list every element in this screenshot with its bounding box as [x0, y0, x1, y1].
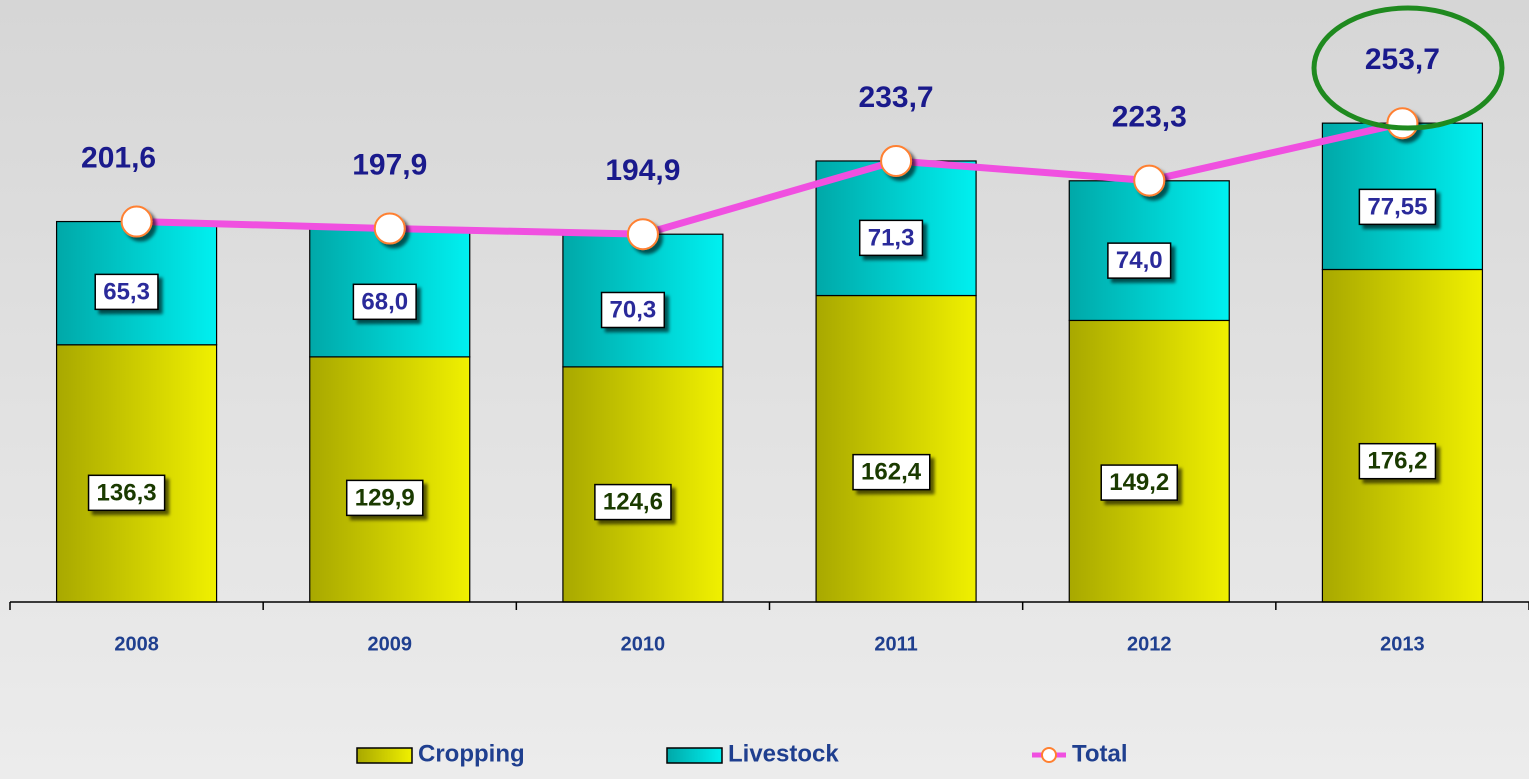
- bar-shade: [816, 295, 977, 602]
- data-label: 124,6: [603, 489, 663, 516]
- bar-shade: [1322, 269, 1483, 602]
- data-label: 197,9: [352, 148, 427, 181]
- legend-swatch-shade: [667, 748, 722, 763]
- bar-shade: [56, 344, 217, 602]
- data-label: 68,0: [361, 288, 408, 315]
- data-label: 162,4: [861, 459, 922, 486]
- data-label: 176,2: [1367, 448, 1427, 475]
- x-tick-label: 2009: [368, 633, 413, 655]
- data-label-box: [94, 273, 159, 311]
- data-label-box: [1107, 242, 1172, 279]
- data-label: 233,7: [859, 81, 934, 114]
- line: [136, 119, 1404, 238]
- bar-shade: [1069, 320, 1230, 602]
- data-label-box: [594, 483, 672, 521]
- data-label-box: [352, 283, 417, 321]
- legend: Cropping Livestock Total: [356, 740, 1128, 767]
- data-label: 74,0: [1116, 247, 1163, 274]
- legend-marker: [1041, 747, 1057, 763]
- x-tick-label: 2010: [621, 633, 666, 655]
- legend-label: Total: [1072, 740, 1128, 767]
- data-label-box: [1358, 442, 1437, 480]
- data-label: 253,7: [1365, 43, 1440, 76]
- line-marker: [120, 205, 153, 238]
- data-label-box: [858, 219, 924, 257]
- line-marker: [1133, 164, 1166, 197]
- data-label-box: [600, 291, 666, 329]
- x-tick-label: 2011: [874, 633, 917, 655]
- line-marker: [1386, 107, 1419, 140]
- legend-label: Cropping: [418, 740, 525, 767]
- legend-swatch-shade: [357, 748, 412, 763]
- data-label: 223,3: [1112, 101, 1187, 134]
- data-label: 129,9: [355, 484, 415, 511]
- data-label: 201,6: [81, 141, 156, 174]
- data-label-box: [1100, 464, 1179, 501]
- bar-shade: [309, 356, 470, 602]
- data-label: 194,9: [605, 154, 680, 187]
- line-marker: [373, 212, 406, 245]
- data-label: 149,2: [1109, 469, 1169, 496]
- data-label: 71,3: [868, 224, 915, 251]
- highlight-ellipse: [1311, 5, 1505, 131]
- plot-area: 2008 2009 2010 2011 2012 2013 136,3 65,3 129,9 68…: [9, 43, 1529, 655]
- line-marker: [880, 144, 913, 177]
- x-tick-label: 2013: [1380, 633, 1425, 655]
- x-tick-label: 2012: [1127, 633, 1172, 655]
- data-label: 136,3: [97, 479, 157, 506]
- data-label: 65,3: [103, 278, 150, 305]
- data-label: 70,3: [610, 296, 657, 323]
- data-label-box: [852, 453, 931, 491]
- data-label-box: [87, 474, 166, 512]
- line-marker: [626, 218, 659, 251]
- data-label: 77,55: [1367, 193, 1427, 220]
- data-label-box: [345, 479, 424, 517]
- x-tick-label: 2008: [114, 633, 159, 655]
- legend-label: Livestock: [728, 740, 839, 767]
- data-label-box: [1358, 188, 1437, 226]
